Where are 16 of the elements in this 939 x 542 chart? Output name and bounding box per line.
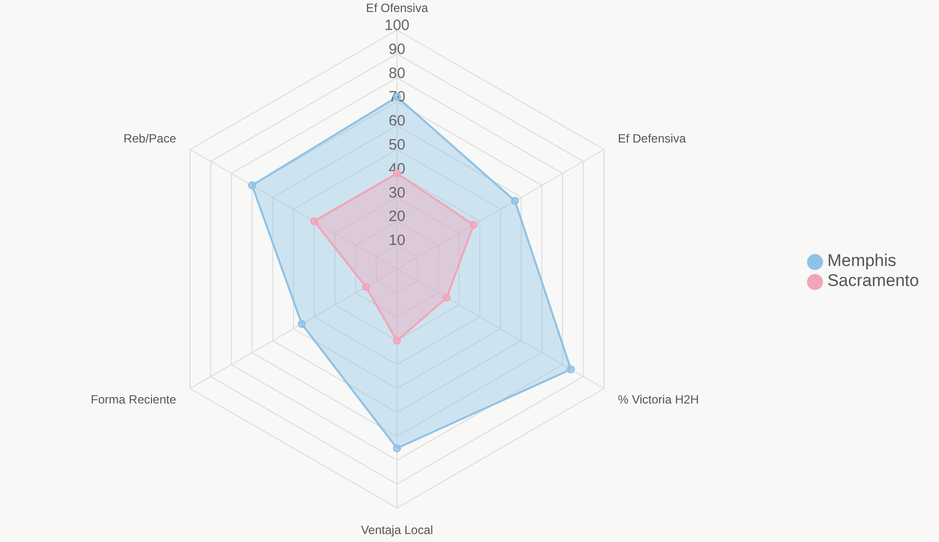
y-tick-label: 50 (388, 136, 406, 154)
y-tick-label: 100 (384, 17, 410, 34)
spoke-label: Forma Reciente (90, 392, 176, 406)
y-tick-label: 30 (388, 184, 406, 202)
legend-label: Sacramento (827, 271, 919, 290)
spoke-label: % Victoria H2H (618, 392, 699, 406)
spoke-label: Reb/Pace (123, 132, 176, 146)
y-tick-label: 20 (388, 208, 406, 226)
spoke-label: Ef Defensiva (618, 132, 686, 146)
y-tick-label: 60 (388, 112, 406, 130)
y-tick-label: 10 (388, 232, 406, 250)
spoke-label: Ef Ofensiva (366, 1, 428, 15)
y-tick-label: 90 (388, 40, 406, 58)
y-tick-label: 80 (388, 64, 406, 82)
spoke-label: Ventaja Local (360, 523, 434, 537)
legend-label: Memphis (827, 251, 896, 270)
